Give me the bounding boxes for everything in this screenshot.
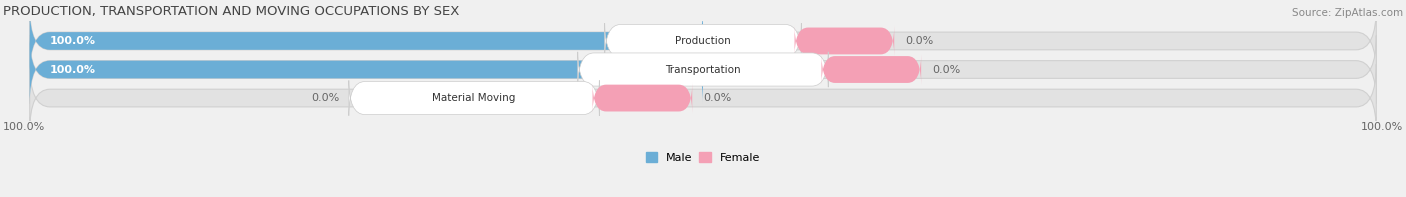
- FancyBboxPatch shape: [30, 35, 703, 103]
- FancyBboxPatch shape: [30, 35, 1376, 103]
- FancyBboxPatch shape: [821, 54, 921, 85]
- Text: Material Moving: Material Moving: [433, 93, 516, 103]
- Text: Production: Production: [675, 36, 731, 46]
- FancyBboxPatch shape: [349, 80, 599, 116]
- Text: 100.0%: 100.0%: [3, 122, 45, 132]
- FancyBboxPatch shape: [30, 7, 703, 75]
- Text: 0.0%: 0.0%: [311, 93, 339, 103]
- FancyBboxPatch shape: [30, 7, 1376, 75]
- FancyBboxPatch shape: [578, 52, 828, 87]
- FancyBboxPatch shape: [794, 26, 894, 56]
- Text: 0.0%: 0.0%: [932, 64, 960, 74]
- Text: 100.0%: 100.0%: [1361, 122, 1403, 132]
- FancyBboxPatch shape: [592, 83, 692, 113]
- Text: 0.0%: 0.0%: [905, 36, 934, 46]
- Text: Source: ZipAtlas.com: Source: ZipAtlas.com: [1292, 7, 1403, 18]
- Text: 0.0%: 0.0%: [703, 93, 731, 103]
- Text: 100.0%: 100.0%: [49, 36, 96, 46]
- Text: Transportation: Transportation: [665, 64, 741, 74]
- Text: 100.0%: 100.0%: [49, 64, 96, 74]
- Legend: Male, Female: Male, Female: [641, 148, 765, 167]
- FancyBboxPatch shape: [605, 23, 801, 59]
- FancyBboxPatch shape: [30, 64, 1376, 132]
- Text: PRODUCTION, TRANSPORTATION AND MOVING OCCUPATIONS BY SEX: PRODUCTION, TRANSPORTATION AND MOVING OC…: [3, 5, 460, 18]
